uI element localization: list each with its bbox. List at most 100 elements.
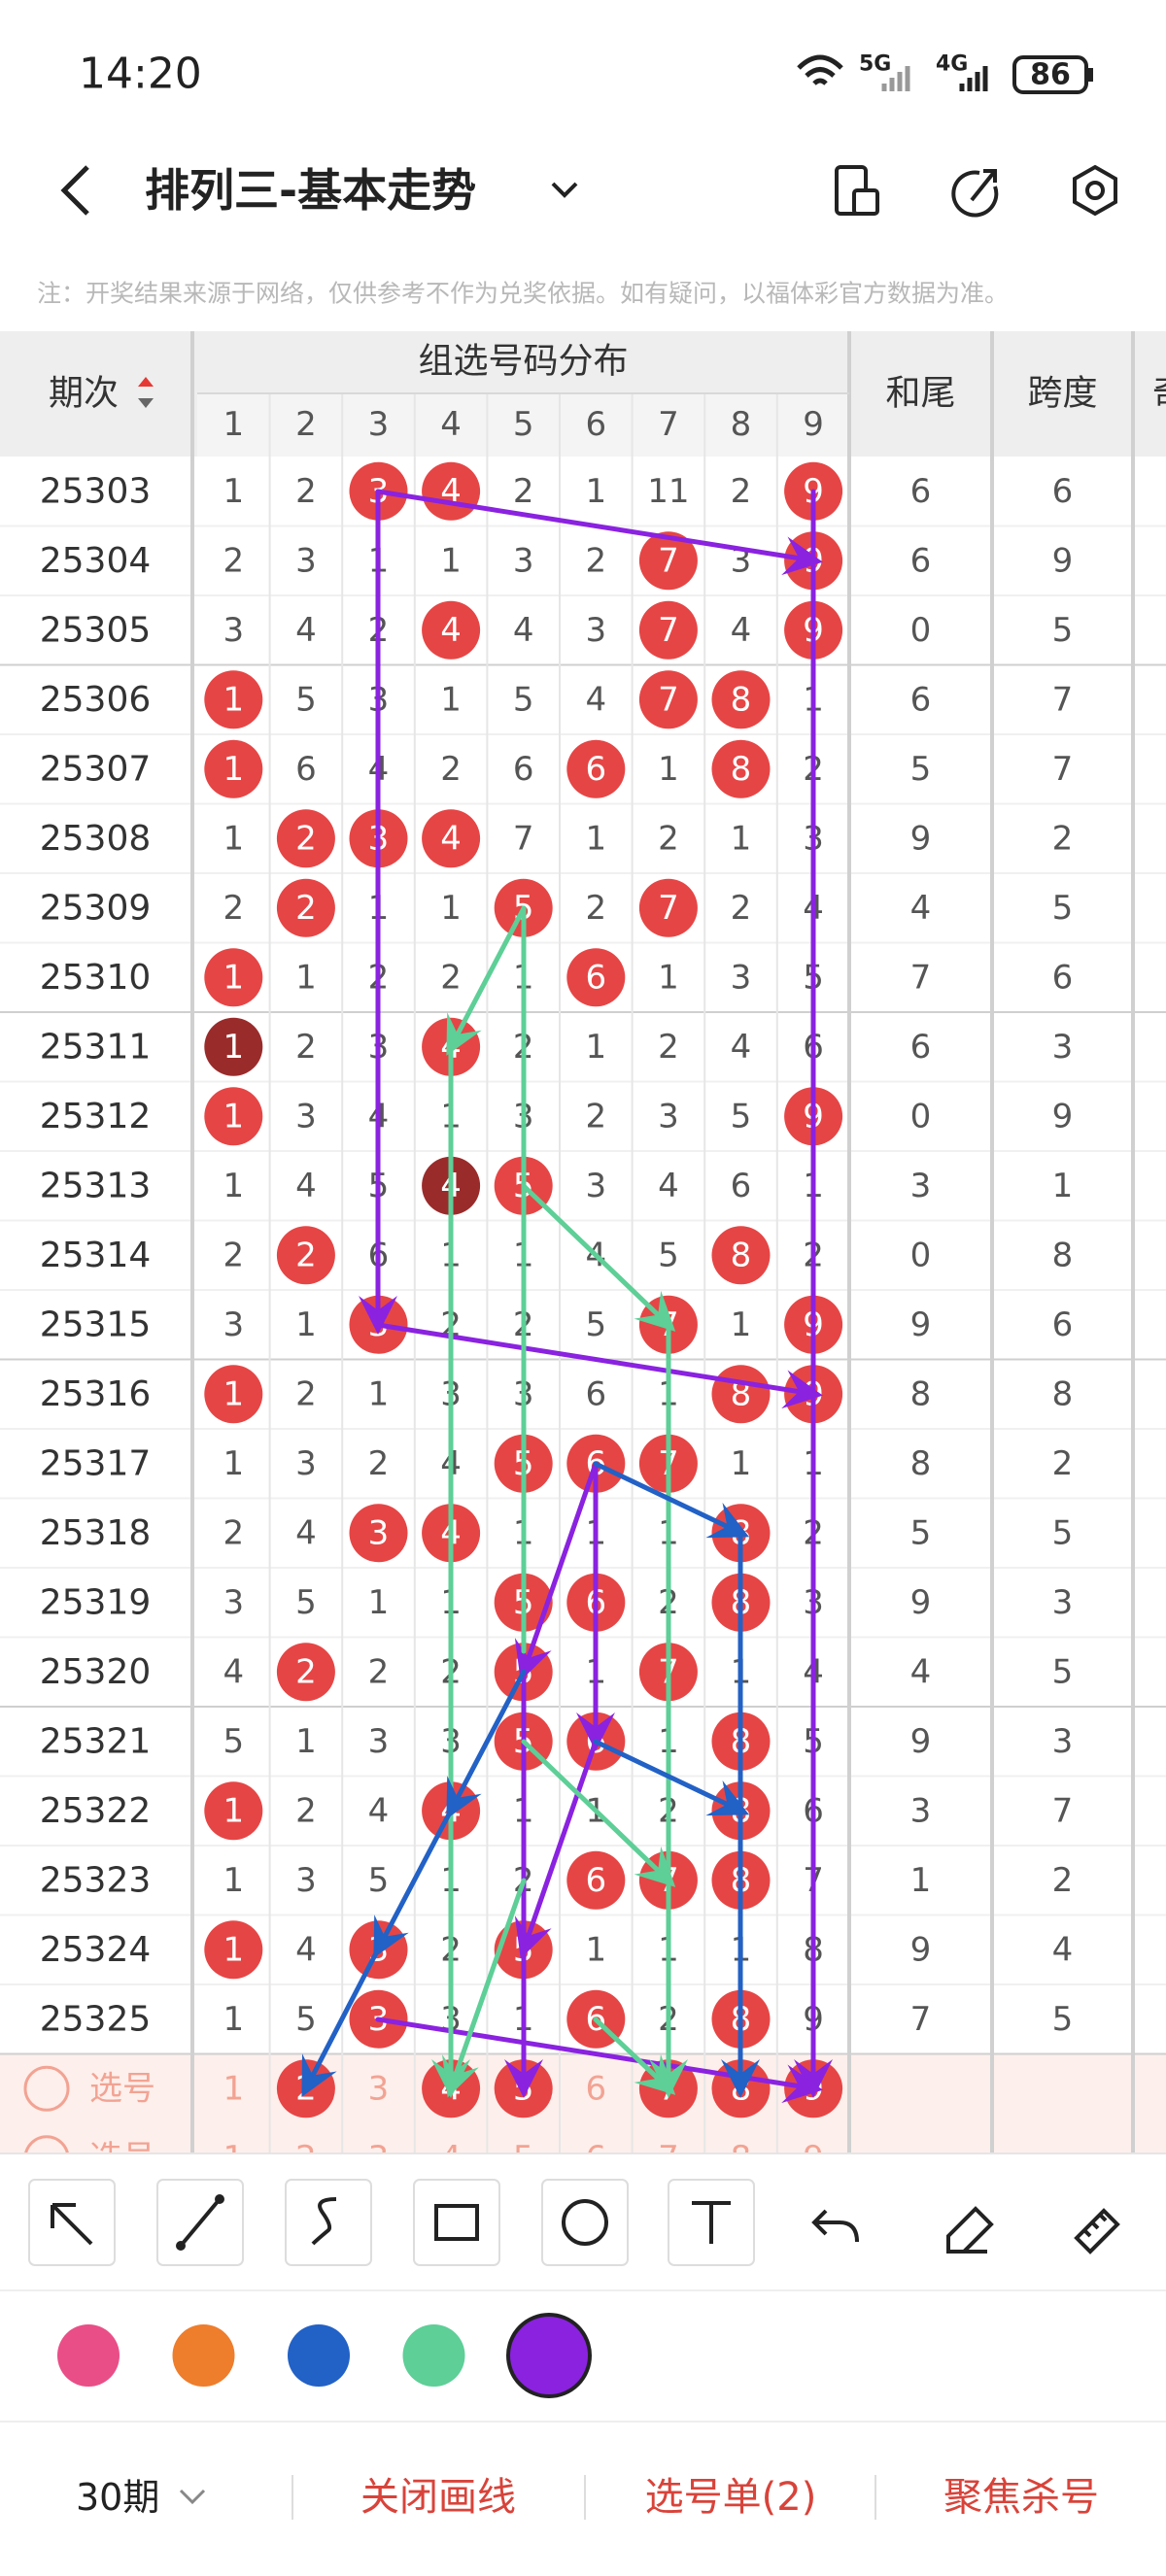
signal-icon [959,66,988,91]
digit-header: 5 [513,405,534,444]
rectangle-tool[interactable] [413,2179,500,2266]
span: 7 [1052,680,1074,719]
text-tool[interactable] [668,2179,755,2266]
cell: 2 [295,889,317,928]
cell: 2 [658,819,679,858]
cell: 4 [731,611,752,650]
column-header: 期次 [49,374,119,414]
line-tool[interactable] [156,2179,244,2266]
cell: 4 [295,1513,317,1552]
column-header: 和尾 [885,374,955,414]
periods-select[interactable]: 30期 [76,2476,159,2519]
sum-tail: 4 [910,1652,932,1691]
hit-ball [204,1087,263,1146]
hit-ball [204,1017,263,1076]
cell: 1 [731,1305,752,1344]
cell: 2 [295,1236,317,1274]
cell: 2 [440,750,462,789]
title-dropdown[interactable] [551,182,578,198]
period: 25307 [40,749,152,789]
span: 8 [1052,1374,1074,1413]
cell: 3 [368,2069,390,2108]
period: 25323 [40,1860,152,1900]
clear-tool[interactable] [1074,2208,1120,2254]
cell: 2 [223,541,244,580]
cell: 4 [658,1167,679,1205]
cell: 1 [223,1028,244,1067]
cell: 4 [731,1028,752,1067]
cell: 1 [223,1930,244,1969]
color-palette [57,2313,592,2398]
cell: 1 [223,750,244,789]
hit-ball [204,670,263,729]
span: 6 [1052,472,1074,511]
digit-header: 7 [658,405,679,444]
hit-ball [204,1781,263,1841]
curve-tool[interactable] [285,2179,372,2266]
color-swatch[interactable] [57,2324,120,2387]
cell: 4 [440,611,462,650]
digit-header: 8 [731,405,752,444]
cell: 2 [368,1444,390,1483]
cell: 5 [223,1722,244,1761]
pick-list-button[interactable]: 选号单(2) [645,2475,817,2520]
focus-kill-button[interactable]: 聚焦杀号 [943,2475,1099,2520]
sum-tail: 6 [910,680,932,719]
column-header: 奇 [1152,374,1166,414]
cell: 1 [585,1930,606,1969]
cell: 5 [658,1236,679,1274]
hit-ball [349,1504,408,1563]
close-lines-button[interactable]: 关闭画线 [360,2475,516,2520]
cell: 3 [223,1583,244,1622]
sum-tail: 5 [910,1513,932,1552]
cell: 1 [223,1374,244,1413]
period: 25319 [40,1582,152,1622]
color-swatch[interactable] [506,2313,592,2398]
cell: 4 [295,611,317,650]
cell: 6 [585,750,606,789]
column-header: 跨度 [1027,374,1097,414]
battery-icon [1012,55,1088,94]
orientation-button[interactable] [835,165,879,216]
span: 3 [1052,1028,1074,1067]
cell: 2 [223,889,244,928]
period: 25317 [40,1443,152,1483]
digit-header: 3 [368,405,390,444]
hit-ball [711,670,771,729]
back-button[interactable] [60,165,89,216]
cell: 1 [658,750,679,789]
period: 25311 [40,1027,152,1067]
notice: 注：开奖结果来源于网络，仅供参考不作为兑奖依据。如有疑问，以福体彩官方数据为准。 [37,280,1009,308]
color-swatch[interactable] [172,2324,235,2387]
cell: 3 [295,1861,317,1900]
cell: 2 [295,472,317,511]
hit-ball [276,809,335,868]
eraser-tool[interactable] [946,2206,994,2254]
cell: 3 [295,1444,317,1483]
sum-tail: 0 [910,1097,932,1135]
sum-tail: 3 [910,1167,932,1205]
status-bar: 14:20 5G 4G 86 [79,50,1093,99]
color-swatch[interactable] [402,2324,465,2387]
cell: 11 [647,472,689,511]
span: 5 [1052,611,1074,650]
hit-ball [638,600,698,660]
arrow-tool[interactable] [28,2179,116,2266]
span: 5 [1052,2000,1074,2039]
span: 9 [1052,1097,1074,1135]
cell: 1 [223,1861,244,1900]
cell: 5 [295,680,317,719]
circle-tool[interactable] [541,2179,629,2266]
undo-button[interactable] [811,2209,859,2243]
cell: 1 [223,819,244,858]
hit-ball [711,739,771,798]
hit-ball [711,1226,771,1285]
share-button[interactable] [951,169,999,218]
color-swatch[interactable] [288,2324,350,2387]
battery-level: 86 [1030,58,1071,92]
settings-button[interactable] [1073,164,1117,217]
cell: 2 [440,958,462,997]
span: 8 [1052,1236,1074,1274]
cell: 5 [585,1305,606,1344]
cell: 3 [585,1167,606,1205]
